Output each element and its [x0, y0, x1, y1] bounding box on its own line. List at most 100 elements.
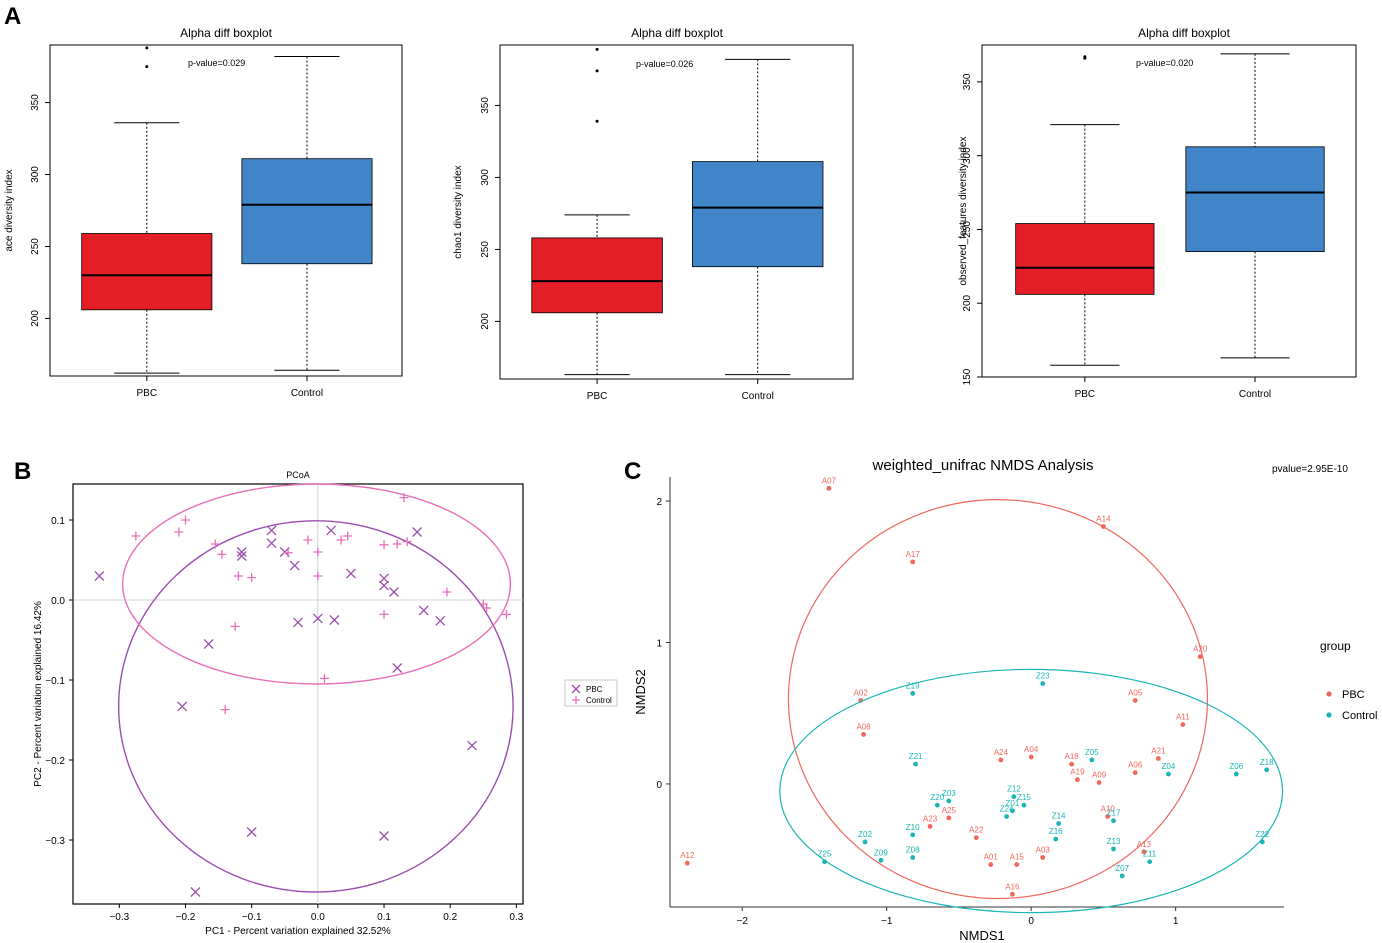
sample-label: A21: [1151, 746, 1166, 755]
observed-features-boxplot: Alpha diff boxplot p-value=0.020 observed_…: [958, 26, 1357, 400]
data-point-control: [442, 587, 452, 597]
box-pbc: [81, 233, 213, 311]
sample-point-z16: [1053, 836, 1059, 842]
sample-label: Z16: [1049, 827, 1063, 836]
confidence-ellipse-control: [779, 668, 1284, 914]
sample-point-z21: [913, 761, 918, 767]
sample-label: A17: [906, 550, 921, 559]
sample-label: Z05: [1085, 748, 1099, 757]
data-point-pbc: [412, 527, 423, 537]
sample-label: A24: [994, 748, 1009, 757]
sample-label: Z23: [1036, 672, 1050, 681]
legend-box: [564, 679, 618, 707]
sample-label: Z10: [906, 823, 920, 832]
sample-point-a25: [946, 815, 952, 821]
sample-label: Z06: [1229, 762, 1243, 771]
sample-label: A10: [1101, 804, 1116, 813]
y-tick-label: 300: [30, 166, 41, 183]
data-point-control: [392, 539, 402, 549]
sample-label: Z08: [906, 845, 920, 854]
sample-label: Z24: [1000, 804, 1014, 813]
chart-title: Alpha diff boxplot: [1138, 26, 1231, 40]
sample-point-a03: [1040, 855, 1046, 860]
sample-label: A20: [1193, 645, 1208, 654]
plot-frame: [72, 483, 524, 905]
data-point-pbc: [246, 827, 257, 837]
box-control: [1185, 146, 1325, 252]
chart-title: Alpha diff boxplot: [180, 26, 273, 40]
chart-title: PCoA: [286, 470, 310, 480]
data-point-control: [319, 673, 329, 683]
y-axis-label: PC2 - Percent variation explained 16.42%: [33, 601, 44, 787]
sample-label: Z02: [858, 830, 872, 839]
y-tick-label: 200: [480, 313, 491, 330]
sample-point-a06: [1132, 770, 1138, 776]
legend-title: group: [1320, 639, 1351, 653]
sample-point-z01: [1009, 808, 1015, 814]
pcoa-plot: PCoA −0.3 −0.2 −0.1 0.0 0.1 0.2 0.3 0.1 0.0 −0.1 −0…: [33, 470, 618, 937]
box-control: [241, 158, 373, 265]
data-point-control: [303, 535, 313, 545]
sample-point-a09: [1096, 780, 1102, 785]
x-tick-label: Control: [1239, 389, 1271, 400]
sample-point-a08: [861, 732, 866, 737]
sample-point-z11: [1147, 859, 1153, 865]
sample-point-z15: [1021, 802, 1027, 808]
sample-point-a12: [684, 860, 690, 866]
data-point-control: [399, 493, 409, 503]
plot-frame: [49, 44, 403, 377]
x-tick-label: PBC: [1075, 389, 1096, 400]
sample-point-z13: [1111, 846, 1116, 852]
data-point-control: [501, 609, 511, 619]
sample-label: Z09: [874, 848, 888, 857]
box-pbc: [531, 237, 663, 314]
chao1-boxplot: Alpha diff boxplot p-value=0.026 chao1 div…: [453, 26, 854, 402]
y-tick-label: 350: [962, 73, 973, 90]
x-tick-label: PBC: [587, 391, 608, 402]
sample-point-z22: [1259, 839, 1265, 845]
data-point-control: [482, 603, 492, 613]
x-tick-label: −0.1: [242, 912, 262, 923]
legend-label: PBC: [586, 685, 603, 694]
legend-marker-pbc: [571, 684, 581, 694]
x-tick-label: 0.0: [311, 912, 325, 923]
x-tick-label: 0.1: [377, 912, 391, 923]
sample-point-a19: [1075, 777, 1080, 783]
sample-point-a14: [1101, 524, 1106, 529]
y-tick-label: 250: [30, 238, 41, 255]
x-tick-label: 0.3: [509, 912, 523, 923]
data-point-pbc: [289, 560, 300, 571]
panel-label-b: B: [14, 458, 31, 485]
data-point-control: [313, 547, 323, 557]
plot-frame: [981, 44, 1357, 378]
sample-label: Z22: [1255, 830, 1269, 839]
legend-label: Control: [586, 696, 612, 705]
panel-label-a: A: [4, 3, 21, 30]
data-point-pbc: [388, 587, 399, 597]
p-value-annotation: pvalue=2.95E-10: [1272, 464, 1348, 475]
sample-label: Z14: [1052, 812, 1066, 821]
y-tick-label: 0: [656, 780, 662, 791]
sample-point-a05: [1132, 698, 1138, 703]
outlier-point: [595, 119, 599, 123]
y-tick-label: 150: [962, 368, 973, 385]
sample-label: Z20: [930, 793, 944, 802]
data-point-control: [230, 621, 240, 631]
sample-point-z05: [1089, 757, 1095, 763]
x-axis-label: PC1 - Percent variation explained 32.52%: [205, 926, 391, 937]
sample-point-a11: [1180, 722, 1186, 727]
outlier-point: [595, 69, 599, 73]
sample-label: A14: [1096, 515, 1111, 524]
x-tick-label: Control: [742, 391, 774, 402]
sample-point-a21: [1155, 756, 1161, 761]
data-point-control: [181, 515, 190, 525]
data-point-pbc: [177, 701, 188, 712]
sample-point-z07: [1119, 873, 1125, 879]
data-point-control: [210, 539, 220, 549]
x-tick-label: 0.2: [443, 912, 457, 923]
y-tick-label: 0.0: [51, 596, 65, 607]
data-point-control: [131, 531, 141, 541]
sample-label: Z11: [1143, 850, 1157, 859]
data-point-pbc: [236, 551, 247, 561]
y-axis-label: ace diversity index: [4, 169, 15, 251]
